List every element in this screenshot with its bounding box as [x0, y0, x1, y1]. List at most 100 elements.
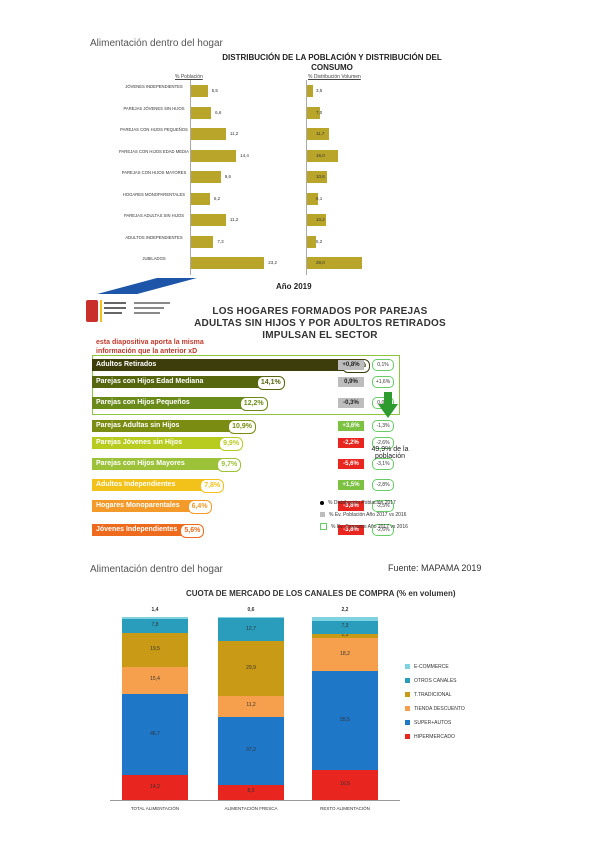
ministry-logo	[86, 298, 128, 326]
segment-value-label: 46,7	[150, 730, 160, 737]
section1-title-line2: CONSUMO	[311, 63, 353, 72]
consumption-value-label: 6,1	[316, 195, 323, 201]
callout-value: 49,9% de la	[371, 446, 409, 453]
ministry-text-line	[104, 302, 126, 304]
legend-label: HIPERMERCADO	[414, 734, 455, 740]
population-change-badge: -3,8%	[338, 525, 364, 535]
section2-title-line3: IMPULSAN EL SECTOR	[262, 330, 378, 341]
stacked-segment	[312, 638, 378, 672]
right-axis-line	[306, 80, 307, 275]
consumption-value-label: 10,6	[316, 174, 325, 179]
stacked-segment	[312, 620, 378, 634]
coat-of-arms-icon	[86, 300, 98, 322]
population-value-label: 9,6	[224, 174, 231, 179]
household-bar: Parejas con Hijos Mayores	[92, 458, 240, 470]
population-change-badge: -3,8%	[338, 501, 364, 511]
ministry-text-line	[104, 312, 122, 314]
legend-label-1: % Distribución Población 2017	[328, 500, 396, 506]
population-bar	[190, 192, 210, 205]
legend-swatch	[405, 720, 410, 726]
section2-title-line1: LOS HOGARES FORMADOS POR PAREJAS	[212, 306, 428, 317]
legend-label: TIENDA DESCUENTO	[414, 706, 465, 712]
consumption-change-badge: -2,6%	[372, 437, 394, 449]
category-label: PAREJAS CON HIJOS EDAD MEDIA	[119, 148, 189, 154]
legend-swatch	[405, 692, 410, 698]
segment-value-label: 7,3	[341, 623, 349, 630]
consumption-change-badge: -2,5%	[372, 500, 394, 512]
population-change-badge: +3,6%	[338, 421, 364, 431]
stacked-segment	[122, 617, 188, 620]
consumption-bar	[306, 85, 313, 97]
population-value-label: 14,4	[240, 152, 249, 158]
population-value-label: 11,2	[229, 131, 239, 136]
legend-swatch	[405, 664, 410, 670]
population-callout: 49,9% de la población	[362, 446, 418, 460]
population-value-label: 6,6	[215, 109, 222, 115]
segment-value-label: 2,5	[341, 632, 349, 639]
legend-item: HIPERMERCADO	[405, 733, 455, 741]
segment-value-label: 12,7	[246, 625, 256, 632]
stacked-segment	[122, 693, 188, 776]
population-consumption-chart: JÓVENES INDEPENDIENTES 5,5 3,5 PAREJAS JÓVE…	[0, 0, 599, 280]
population-change-badge: -5,6%	[338, 459, 364, 469]
household-evolution-chart: Adultos Retirados23,6%+0,8%0,1%Parejas c…	[92, 359, 394, 538]
stacked-segment	[218, 618, 284, 642]
population-change-badge: 0,9%	[338, 377, 364, 387]
stacked-segment	[312, 634, 378, 639]
section1-title-line1: DISTRIBUCIÓN DE LA POBLACIÓN Y DISTRIBUC…	[222, 53, 442, 62]
consumption-bar	[306, 214, 327, 226]
household-percentage: 7,8%	[200, 479, 225, 493]
population-value-label: 7,3	[217, 238, 224, 244]
category-label: PAREJAS CON HIJOS PEQUEÑOS	[120, 127, 188, 132]
segment-value-label: 55,5	[340, 716, 350, 723]
category-label: JUBILADOS	[142, 256, 166, 261]
ministry-text-line	[104, 307, 126, 309]
stacked-segment	[312, 617, 378, 621]
segment-value-label: 37,2	[246, 746, 256, 753]
consumption-bar	[306, 106, 320, 119]
population-change-badge: +0,8%	[338, 360, 364, 370]
year-caption: Año 2019	[276, 282, 312, 291]
down-arrow-shaft	[384, 392, 392, 404]
consumption-change-badge: -2,6%	[372, 524, 394, 536]
legend-item: SUPER+AUTOS	[405, 719, 451, 727]
stacked-segment	[122, 633, 188, 668]
consumption-value-label: 11,7	[316, 131, 325, 136]
consumption-bar	[306, 257, 362, 269]
legend-label: T.TRADICIONAL	[414, 692, 452, 698]
household-bar: Adultos Retirados	[92, 359, 365, 371]
left-column-header: % Población	[175, 74, 203, 80]
red-note: esta diapositiva aporta la misma informa…	[96, 338, 204, 356]
stacked-segment	[218, 784, 284, 800]
stacked-segment	[122, 619, 188, 634]
source-label: Fuente: MAPAMA 2019	[388, 563, 482, 573]
stacked-segment	[218, 696, 284, 717]
legend-gray-icon	[320, 512, 325, 518]
segment-value-label: 16,5	[340, 781, 350, 788]
household-percentage: 12,2%	[239, 397, 268, 411]
stacked-segment	[122, 667, 188, 694]
category-label: ALIMENTACIÓN FRESCA	[224, 806, 278, 811]
population-value-label: 5,5	[211, 88, 218, 93]
consumption-value-label: 5,2	[316, 238, 323, 244]
legend-item: E-COMMERCE	[405, 663, 449, 671]
legend-swatch	[405, 678, 410, 684]
section2-title: LOS HOGARES FORMADOS POR PAREJAS ADULTAS…	[190, 306, 450, 342]
consumption-change-badge: 0,1%	[372, 359, 394, 371]
household-percentage: 6,4%	[187, 500, 212, 514]
household-bar: Parejas con Hijos Pequeños	[92, 397, 262, 409]
flag-stripe	[100, 300, 102, 322]
legend-hex-icon	[320, 523, 327, 531]
consumption-value-label: 16,0	[316, 152, 325, 158]
x-axis-line	[110, 800, 400, 801]
category-label: PAREJAS ADULTAS SIN HIJOS	[123, 213, 185, 218]
consumption-bar	[306, 149, 338, 162]
ministry-name	[134, 300, 170, 320]
population-change-badge: -2,2%	[338, 438, 364, 448]
household-percentage: 5,6%	[180, 524, 205, 538]
red-note-line2: información que la anterior xD	[96, 348, 198, 355]
segment-value-label: 18,2	[340, 650, 350, 657]
legend-label: OTROS CANALES	[414, 678, 457, 684]
callout-text: población	[375, 453, 405, 460]
